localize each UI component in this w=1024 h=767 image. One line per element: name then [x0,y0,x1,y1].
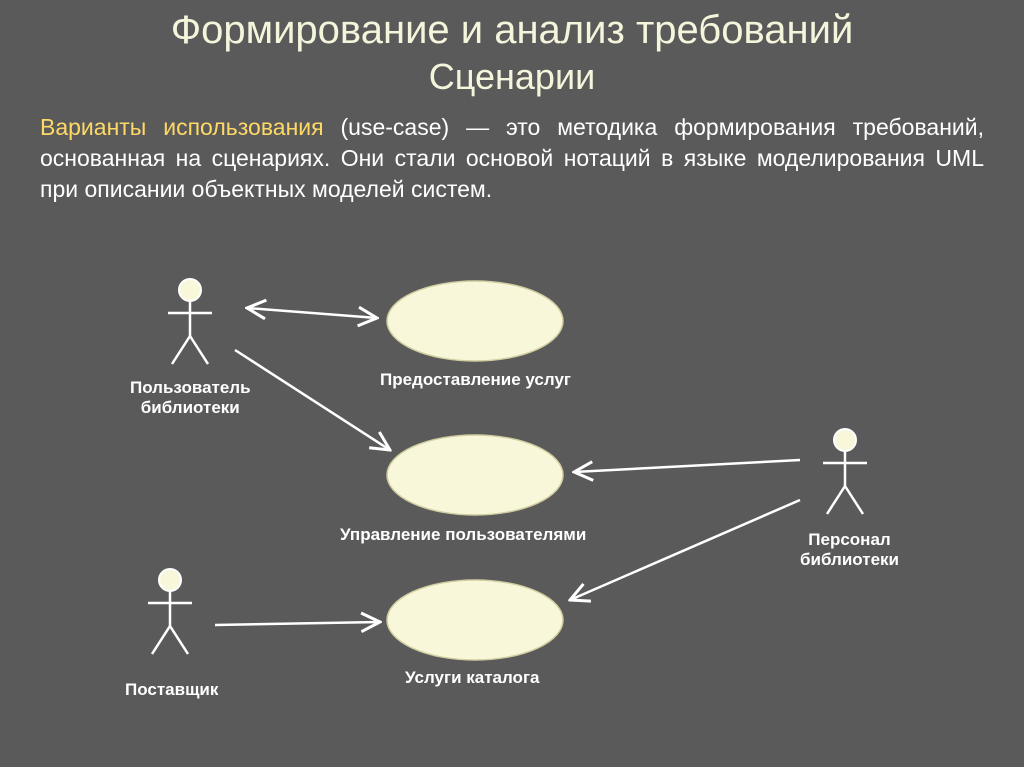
usecase-uc2 [387,435,563,515]
actor-supplier [148,569,192,654]
usecase-label-uc2: Управление пользователями [340,525,586,545]
edge [574,460,800,472]
edge [570,500,800,600]
actor-user [168,279,212,364]
usecase-uc1 [387,281,563,361]
actor-label-supplier: Поставщик [125,680,218,700]
actor-staff [823,429,867,514]
usecase-uc3 [387,580,563,660]
usecase-label-uc3: Услуги каталога [405,668,539,688]
actor-label-staff: Персоналбиблиотеки [800,530,899,570]
edge [215,622,380,625]
usecase-label-uc1: Предоставление услуг [380,370,571,390]
edge [247,308,377,318]
edge [235,350,390,450]
actor-label-user: Пользовательбиблиотеки [130,378,251,418]
